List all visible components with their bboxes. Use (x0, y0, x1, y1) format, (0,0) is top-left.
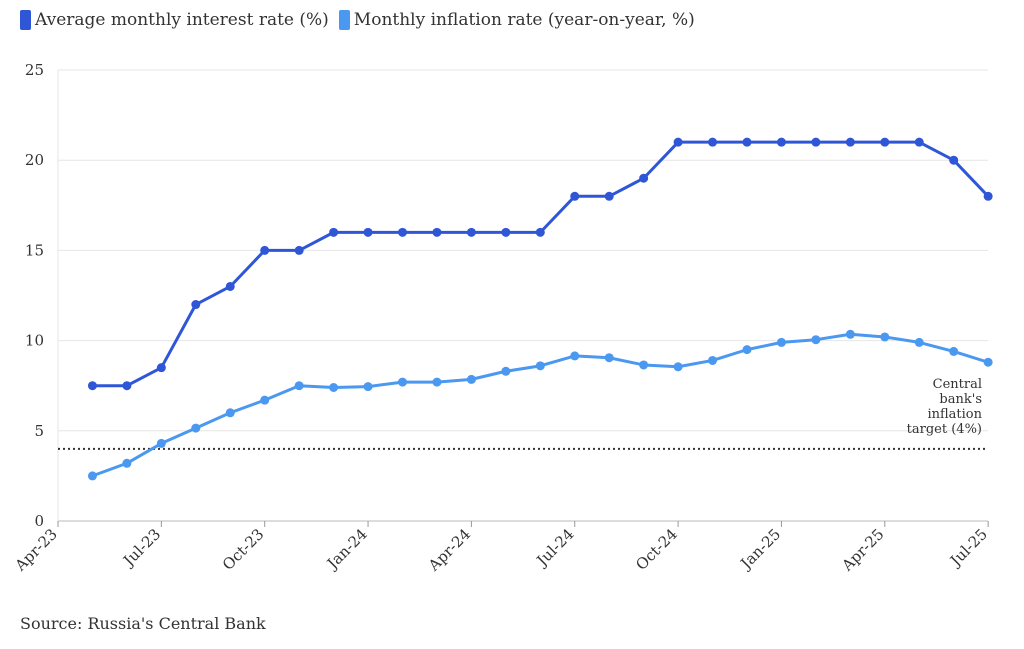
point-0-Feb-25 (811, 137, 821, 147)
legend-label-interest-rate: Average monthly interest rate (%) (35, 10, 329, 30)
point-1-Mar-24 (432, 377, 442, 387)
point-0-Jun-25 (949, 155, 959, 165)
x-tick-label-Jan-24: Jan-24 (322, 525, 371, 574)
point-1-Jan-24 (363, 382, 373, 392)
point-1-Nov-24 (708, 355, 718, 365)
target-label-line-2: inflation (927, 407, 982, 422)
point-0-Nov-23 (294, 245, 304, 255)
point-1-Oct-23 (260, 395, 270, 405)
point-0-Oct-23 (260, 245, 270, 255)
point-1-Nov-23 (294, 381, 304, 391)
point-0-Apr-25 (880, 137, 890, 147)
point-0-Jan-25 (776, 137, 786, 147)
point-0-Mar-25 (845, 137, 855, 147)
y-tick-label-5: 5 (34, 422, 44, 440)
series-line-1 (91, 332, 989, 478)
legend-label-inflation-rate: Monthly inflation rate (year-on-year, %) (353, 10, 695, 30)
x-tick-label-Oct-23: Oct-23 (219, 525, 268, 574)
point-1-Jun-24 (535, 361, 545, 371)
source-note: Source: Russia's Central Bank (20, 614, 266, 633)
point-0-Apr-24 (466, 227, 476, 237)
x-axis: Apr-23 Jul-23 Oct-23 Jan-24 Apr-24 Jul-24 Oct-… (11, 521, 991, 575)
point-0-May-24 (501, 227, 511, 237)
target-label-line-3: target (4%) (907, 422, 982, 437)
point-0-Feb-24 (398, 227, 407, 237)
y-tick-label-0: 0 (34, 512, 44, 530)
point-1-Jun-25 (949, 346, 959, 356)
point-0-Dec-24 (742, 137, 752, 147)
point-1-Aug-23 (191, 423, 201, 433)
y-tick-label-15: 15 (25, 241, 44, 259)
x-tick-label-Jul-25: Jul-25 (945, 525, 991, 571)
y-tick-label-25: 25 (25, 61, 44, 79)
x-tick-label-Oct-24: Oct-24 (632, 525, 681, 574)
point-0-Jul-24 (570, 191, 580, 201)
legend-item-interest-rate: Average monthly interest rate (%) (20, 10, 329, 30)
point-1-Mar-25 (845, 329, 855, 339)
point-0-Jun-23 (122, 381, 132, 391)
point-0-Dec-23 (329, 227, 339, 237)
legend: Average monthly interest rate (%) Monthl… (20, 10, 695, 30)
x-tick-label-Apr-24: Apr-24 (424, 525, 474, 575)
point-1-May-23 (87, 471, 97, 481)
point-0-Nov-24 (708, 137, 718, 147)
point-1-Aug-24 (604, 353, 614, 363)
point-1-Apr-24 (466, 374, 476, 384)
x-tick-label-Jul-23: Jul-23 (118, 525, 164, 571)
x-tick-label-Apr-23: Apr-23 (11, 525, 61, 575)
y-tick-label-10: 10 (25, 332, 44, 350)
point-0-Jan-24 (363, 227, 373, 237)
point-0-May-25 (914, 137, 924, 147)
point-0-Sep-23 (225, 281, 235, 291)
point-1-May-25 (914, 337, 924, 347)
point-0-May-23 (87, 381, 97, 391)
series-group (87, 137, 993, 481)
legend-swatch-inflation-rate (338, 10, 350, 30)
point-1-Sep-24 (639, 360, 649, 370)
y-tick-label-20: 20 (25, 151, 44, 169)
point-1-Feb-25 (811, 335, 821, 345)
grid (57, 69, 988, 522)
point-1-Apr-25 (880, 332, 890, 342)
point-1-Jul-23 (156, 438, 166, 448)
point-1-Feb-24 (398, 377, 407, 387)
point-1-Jun-23 (122, 458, 132, 468)
target-label-line-1: bank's (939, 392, 982, 407)
x-tick-label-Jan-25: Jan-25 (736, 525, 785, 574)
series-line-0 (92, 140, 990, 388)
point-1-Jan-25 (776, 337, 786, 347)
point-0-Mar-24 (432, 227, 442, 237)
point-1-Dec-24 (742, 345, 752, 355)
x-tick-label-Jul-24: Jul-24 (532, 525, 578, 571)
x-tick-label-Apr-25: Apr-25 (838, 525, 888, 575)
point-1-Sep-23 (225, 408, 235, 418)
legend-swatch-interest-rate (20, 10, 31, 30)
legend-item-inflation-rate: Monthly inflation rate (year-on-year, %) (338, 10, 695, 30)
point-0-Aug-23 (191, 300, 201, 310)
point-0-Jun-24 (535, 227, 545, 237)
point-1-Oct-24 (673, 362, 683, 372)
point-0-Aug-24 (604, 191, 614, 201)
point-0-Jul-25 (983, 191, 993, 201)
point-0-Jul-23 (156, 363, 166, 373)
target-label-line-0: Central (933, 377, 982, 392)
point-0-Oct-24 (673, 137, 683, 147)
y-axis: 0 5 10 15 20 25 (25, 61, 44, 530)
point-1-Dec-23 (329, 383, 339, 393)
point-0-Sep-24 (639, 173, 649, 183)
point-1-Jul-24 (570, 351, 580, 361)
point-1-May-24 (501, 366, 511, 376)
point-1-Jul-25 (983, 357, 993, 367)
